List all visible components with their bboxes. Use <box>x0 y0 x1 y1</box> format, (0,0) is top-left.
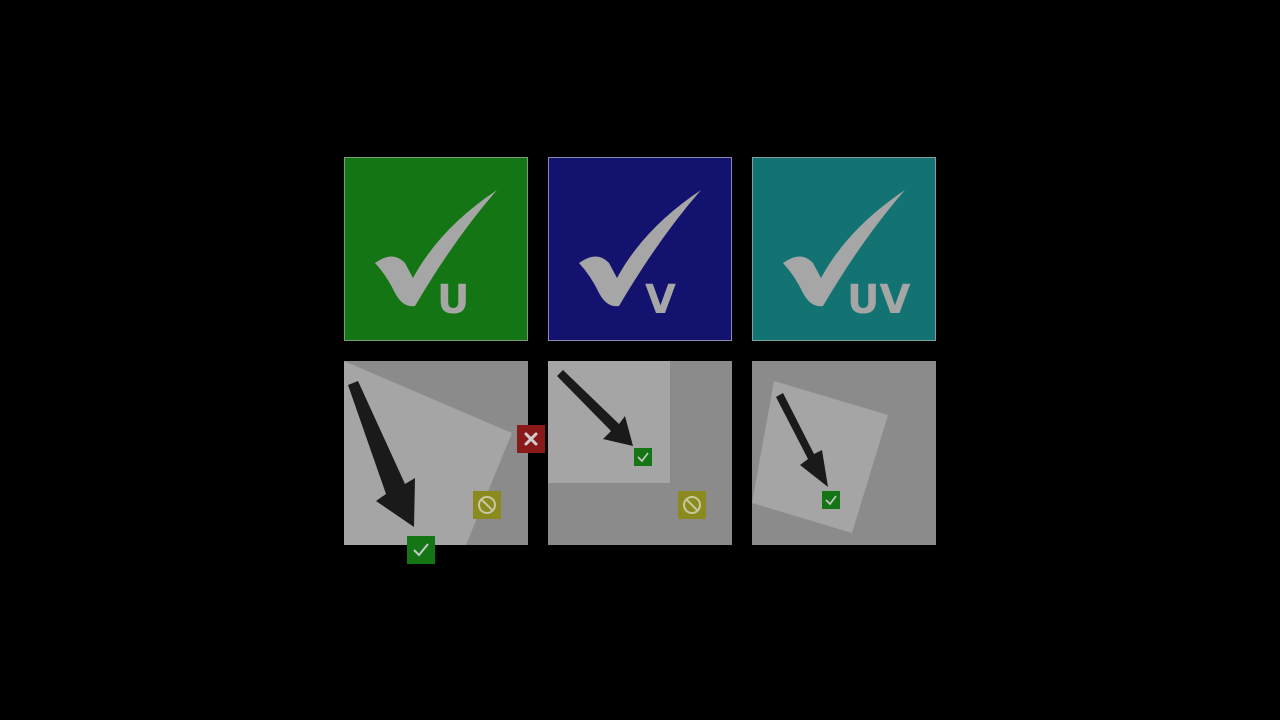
mode-uv-tile[interactable]: UV <box>752 157 936 341</box>
scene-3-graphic <box>752 381 888 533</box>
arrow-down-right-icon <box>557 370 633 446</box>
arrow-down-right-icon <box>776 393 828 487</box>
checkmark-icon <box>579 190 701 307</box>
mode-u-tile[interactable]: U <box>344 157 528 341</box>
forbidden-icon[interactable] <box>473 491 501 519</box>
forbidden-icon[interactable] <box>678 491 706 519</box>
mode-v-label: V <box>645 277 676 323</box>
scene-2-graphic <box>548 361 670 483</box>
error-x-icon[interactable] <box>517 425 545 453</box>
check-badge-icon[interactable] <box>634 448 652 466</box>
mode-u-label: U <box>437 277 470 323</box>
arrow-down-right-icon <box>348 381 415 527</box>
mode-v-tile[interactable]: V <box>548 157 732 341</box>
check-badge-icon[interactable] <box>822 491 840 509</box>
scene-preview-3[interactable] <box>752 361 936 545</box>
checkmark-icon <box>375 190 497 307</box>
mode-uv-label: UV <box>847 277 911 323</box>
checkmark-icon <box>783 190 905 307</box>
check-badge-icon[interactable] <box>407 536 435 564</box>
scene-preview-1[interactable] <box>344 361 545 564</box>
scene-preview-2[interactable] <box>548 361 732 545</box>
scene-1-graphic <box>344 361 512 545</box>
